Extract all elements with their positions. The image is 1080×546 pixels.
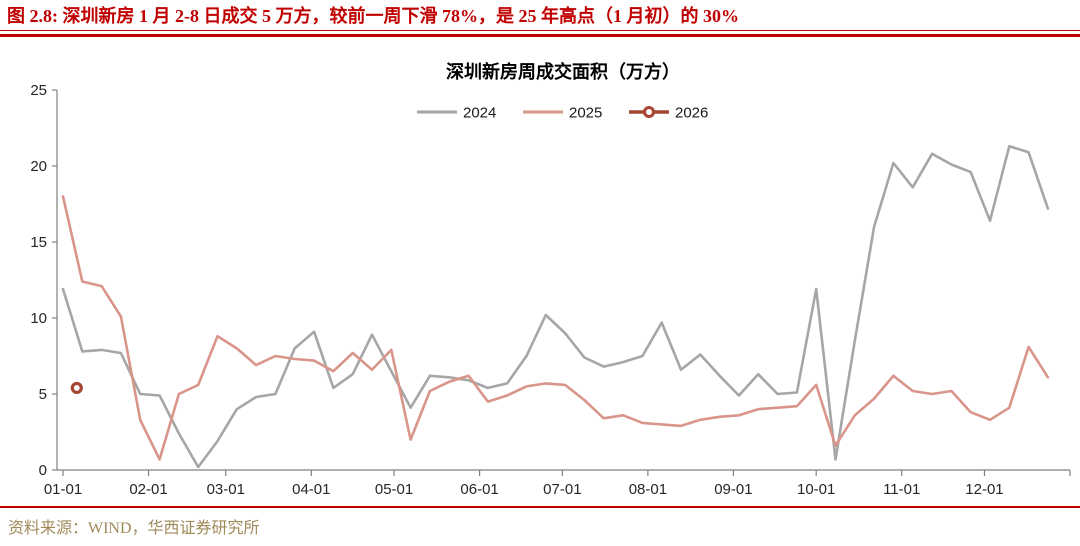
y-axis-label: 0 (39, 462, 47, 479)
y-axis-label: 25 (30, 82, 47, 99)
y-axis-label: 15 (30, 234, 47, 251)
x-axis-label: 06-01 (460, 481, 498, 498)
weekly-sales-line-chart: 深圳新房周成交面积（万方） 2024 2025 2026 051015202501-… (30, 61, 1071, 498)
chart-title: 深圳新房周成交面积（万方） (446, 61, 680, 82)
legend-label-2025: 2025 (569, 105, 602, 122)
x-axis-label: 09-01 (714, 481, 752, 498)
header-rule-thin (0, 30, 1080, 31)
legend-label-2024: 2024 (463, 105, 496, 122)
x-axis-label: 03-01 (207, 481, 245, 498)
legend-item-2025: 2025 (523, 105, 602, 122)
series-2024-line (61, 144, 1050, 469)
chart-legend: 2024 2025 2026 (417, 105, 708, 122)
x-axis-label: 10-01 (797, 481, 835, 498)
y-axis-label: 5 (39, 386, 47, 403)
legend-label-2026: 2026 (675, 105, 708, 122)
legend-marker-2026 (643, 106, 655, 118)
x-axis-label: 02-01 (129, 481, 167, 498)
legend-item-2026: 2026 (629, 105, 708, 122)
y-axis-label: 20 (30, 158, 47, 175)
y-axis-label: 10 (30, 310, 47, 327)
chart-area: 深圳新房周成交面积（万方） 2024 2025 2026 0 5 10 15 20 25 01-… (0, 42, 1080, 502)
x-axis-label: 07-01 (543, 481, 581, 498)
source-note: 资料来源：WIND，华西证券研究所 (8, 520, 260, 537)
page-title: 图 2.8: 深圳新房 1 月 2-8 日成交 5 万方，较前一周下滑 78%，… (7, 6, 739, 26)
x-axis-label: 11-01 (883, 481, 920, 498)
chart-axes (52, 89, 1071, 476)
x-axis-label: 04-01 (292, 481, 330, 498)
series-2026-point (70, 381, 83, 395)
header-rule-thick (0, 34, 1080, 37)
series-2025-line (61, 195, 1050, 461)
chart-series (61, 144, 1050, 469)
footer-rule (0, 506, 1080, 508)
x-axis-label: 08-01 (629, 481, 667, 498)
x-axis-label: 12-01 (965, 481, 1003, 498)
legend-item-2024: 2024 (417, 105, 496, 122)
x-axis-label: 05-01 (375, 481, 413, 498)
x-axis-label: 01-01 (44, 481, 82, 498)
